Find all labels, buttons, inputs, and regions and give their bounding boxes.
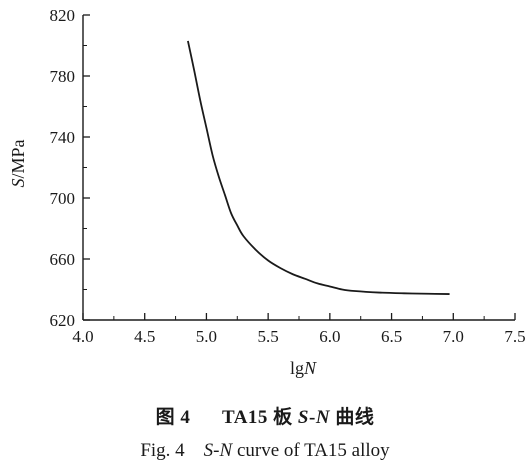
y-tick-label: 620 <box>50 311 76 330</box>
caption-cn-n: N <box>315 407 331 428</box>
x-tick-label: 4.0 <box>72 327 93 346</box>
x-tick-label: 5.0 <box>196 327 217 346</box>
sn-curve-chart: 4.0 4.5 5.0 5.5 6.0 6.5 7.0 7.5 620 660 700 740 780 8… <box>8 6 526 378</box>
x-tick-label: 7.5 <box>504 327 525 346</box>
caption-en-figure: Fig. 4 <box>140 440 185 461</box>
caption-en-n: N <box>219 440 233 461</box>
x-tick-label: 6.0 <box>319 327 340 346</box>
x-axis-title: lgN <box>290 358 317 378</box>
caption-en-dash: - <box>213 440 220 461</box>
plot-area <box>187 40 450 295</box>
y-axis-title: S/MPa <box>8 139 28 187</box>
sn-curve-line <box>187 40 450 295</box>
y-tick-label: 820 <box>50 6 76 25</box>
y-tick-label: 740 <box>50 128 76 147</box>
caption-en-s: S <box>203 440 214 461</box>
y-tick-label: 660 <box>50 250 76 269</box>
caption-cn-s: S <box>297 407 309 428</box>
axes: 4.0 4.5 5.0 5.5 6.0 6.5 7.0 7.5 620 660 700 740 780 8… <box>50 6 526 346</box>
x-tick-label: 4.5 <box>134 327 155 346</box>
x-tick-label: 7.0 <box>443 327 464 346</box>
caption-cn-prefix: TA15 板 <box>221 407 298 428</box>
caption-english: Fig. 4 S-N curve of TA15 alloy <box>0 440 530 462</box>
caption-chinese: 图 4 TA15 板 S-N 曲线 <box>0 402 530 429</box>
caption-cn-dash: - <box>309 407 316 428</box>
x-tick-label: 5.5 <box>258 327 279 346</box>
caption-en-suffix: curve of TA15 alloy <box>232 440 390 461</box>
x-tick-label: 6.5 <box>381 327 402 346</box>
y-tick-label: 780 <box>50 67 76 86</box>
caption-cn-suffix: 曲线 <box>330 407 375 428</box>
caption-cn-figure: 图 4 <box>155 407 191 428</box>
y-tick-label: 700 <box>50 189 76 208</box>
